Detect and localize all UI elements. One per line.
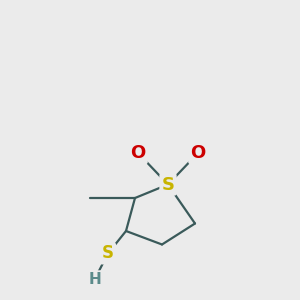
Text: H: H [88, 272, 101, 287]
Text: S: S [161, 176, 175, 194]
Text: S: S [102, 244, 114, 262]
Text: O: O [130, 144, 146, 162]
Text: O: O [190, 144, 206, 162]
